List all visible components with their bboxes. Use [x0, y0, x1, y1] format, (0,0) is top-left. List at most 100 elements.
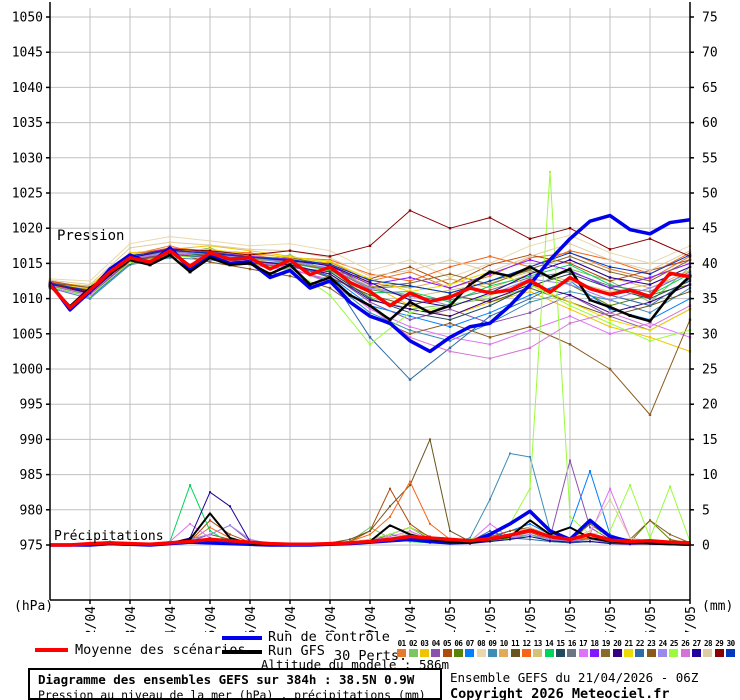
x-tick-label: 06/05 — [644, 606, 659, 632]
pert-color-swatch — [590, 649, 600, 657]
right-tick-label: 70 — [702, 46, 718, 61]
pert-number: 03 — [420, 639, 429, 648]
pert-number: 27 — [692, 639, 702, 648]
x-tick-label: 26/04 — [244, 606, 259, 632]
pressure-mean — [48, 248, 691, 310]
left-tick-label: 1050 — [12, 11, 43, 26]
left-tick-label: 1020 — [12, 222, 43, 237]
right-tick-label: 55 — [702, 151, 718, 166]
axis-tick-labels: 1050104510401035103010251020101510101005… — [12, 11, 718, 633]
pert-cell: 28 — [702, 639, 713, 657]
run-info: Ensemble GEFS du 21/04/2026 - 06Z — [450, 670, 699, 685]
x-tick-label: 25/04 — [204, 606, 219, 632]
pert-color-swatch — [624, 649, 634, 657]
pert-color-swatch — [555, 649, 565, 657]
pert-cell: 12 — [521, 639, 532, 657]
left-tick-label: 1030 — [12, 151, 43, 166]
left-tick-label: 1035 — [12, 116, 43, 131]
x-tick-label: 28/04 — [324, 606, 339, 632]
pert-number: 21 — [624, 639, 634, 648]
pressure-section-label: Pression — [57, 228, 124, 244]
pert-number: 26 — [681, 639, 690, 648]
right-tick-label: 65 — [702, 81, 718, 96]
pert-cell: 03 — [419, 639, 430, 657]
right-tick-label: 45 — [702, 222, 718, 237]
pert-color-swatch — [442, 649, 452, 657]
pert-cell: 04 — [430, 639, 441, 657]
x-tick-label: 02/05 — [484, 606, 499, 632]
right-tick-label: 40 — [702, 257, 718, 272]
pert-cell: 21 — [623, 639, 634, 657]
pert-cell: 06 — [453, 639, 464, 657]
pert-color-swatch — [635, 649, 645, 657]
pert-color-swatch — [397, 649, 407, 657]
pert-cell: 25 — [668, 639, 679, 657]
pert-color-swatch — [680, 649, 690, 657]
pert-cell: 07 — [464, 639, 475, 657]
left-tick-label: 990 — [20, 433, 43, 448]
pert-number: 14 — [545, 639, 554, 648]
pert-number: 04 — [431, 639, 441, 648]
pert-cell: 11 — [509, 639, 520, 657]
pert-number: 29 — [715, 639, 724, 648]
pert-cell: 23 — [646, 639, 657, 657]
pert-cell: 08 — [475, 639, 486, 657]
pert-color-swatch — [465, 649, 475, 657]
right-tick-label: 35 — [702, 292, 718, 307]
pert-color-swatch — [669, 649, 679, 657]
left-tick-label: 1000 — [12, 363, 43, 378]
pert-color-swatch — [578, 649, 588, 657]
x-tick-label: 30/04 — [404, 606, 419, 632]
pert-number: 19 — [601, 639, 611, 648]
right-tick-label: 20 — [702, 398, 718, 413]
right-tick-label: 5 — [702, 503, 710, 518]
pert-color-swatch — [658, 649, 668, 657]
left-tick-label: 1045 — [12, 46, 43, 61]
precip-mean — [50, 528, 691, 547]
pert-cell: 29 — [714, 639, 725, 657]
left-axis-unit: (hPa) — [14, 599, 53, 614]
pert-number: 07 — [465, 639, 475, 648]
pert-cell: 16 — [566, 639, 577, 657]
x-tick-label: 01/05 — [444, 606, 459, 632]
gfs-legend-label: Run GFS — [268, 643, 325, 659]
pert-color-swatch — [703, 649, 713, 657]
pert-number: 10 — [499, 639, 509, 648]
x-tick-label: 05/05 — [604, 606, 619, 632]
chart-title-box: Diagramme des ensembles GEFS sur 384h : … — [28, 668, 442, 700]
ensemble-chart: 1050104510401035103010251020101510101005… — [12, 2, 733, 633]
left-tick-label: 995 — [20, 398, 43, 413]
pert-number: 18 — [590, 639, 600, 648]
axes — [46, 2, 694, 604]
pert-cell: 10 — [498, 639, 509, 657]
pert-number: 09 — [488, 639, 497, 648]
x-tick-label: 07/05 — [684, 606, 699, 632]
pert-color-swatch — [601, 649, 611, 657]
right-tick-label: 50 — [702, 187, 718, 202]
pert-color-swatch — [612, 649, 622, 657]
pert-color-swatch — [431, 649, 441, 657]
pert-cell: 15 — [555, 639, 566, 657]
pert-color-swatch — [487, 649, 497, 657]
x-tick-label: 04/05 — [564, 606, 579, 632]
pert-number: 12 — [522, 639, 531, 648]
right-tick-label: 0 — [702, 539, 710, 554]
left-tick-label: 1010 — [12, 292, 43, 307]
perts-count-label: 30 Perts. — [334, 648, 408, 664]
right-tick-label: 75 — [702, 11, 718, 26]
mean-legend-label: Moyenne des scénarios — [75, 642, 246, 658]
pert-number: 23 — [647, 639, 656, 648]
chart-subtitle: Pression au niveau de la mer (hPa) , pré… — [38, 688, 426, 700]
mean-legend-swatch — [35, 648, 68, 652]
pert-number: 28 — [703, 639, 713, 648]
pert-number: 16 — [567, 639, 577, 648]
pert-color-swatch — [533, 649, 543, 657]
pert-cell: 18 — [589, 639, 600, 657]
right-tick-label: 30 — [702, 327, 718, 342]
pert-number: 13 — [533, 639, 543, 648]
pert-number: 17 — [579, 639, 588, 648]
copyright: Copyright 2026 Meteociel.fr — [450, 686, 670, 700]
pert-cell: 19 — [600, 639, 611, 657]
pert-color-swatch — [726, 649, 736, 657]
pert-number: 30 — [726, 639, 736, 648]
